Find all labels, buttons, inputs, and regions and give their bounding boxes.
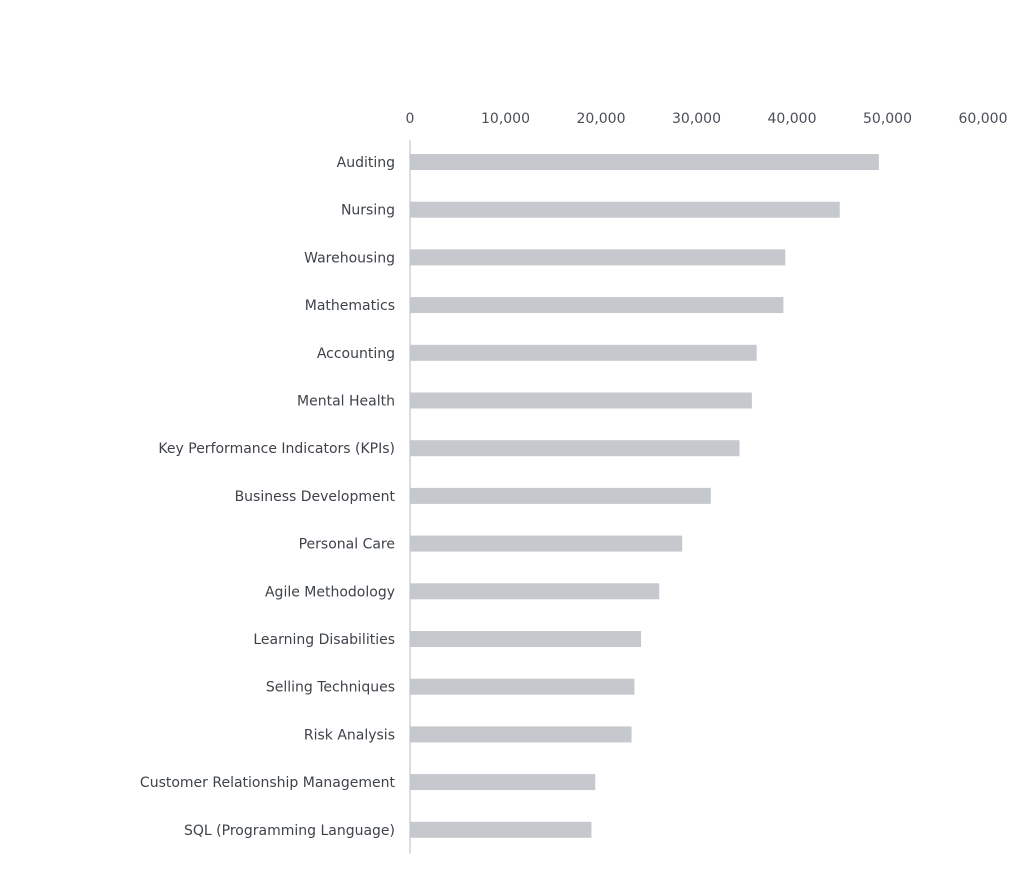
category-label: Key Performance Indicators (KPIs): [158, 441, 395, 457]
bar: [410, 583, 660, 600]
bar: [410, 297, 784, 314]
category-label: Selling Techniques: [266, 680, 395, 696]
x-tick-label: 0: [406, 111, 415, 127]
bar: [410, 392, 752, 409]
category-label: Personal Care: [299, 537, 395, 553]
bar: [410, 535, 683, 552]
x-tick-label: 10,000: [481, 111, 530, 127]
bar: [410, 487, 711, 504]
x-tick-label: 20,000: [577, 111, 626, 127]
category-label: Nursing: [341, 203, 395, 219]
bar: [410, 201, 840, 218]
category-label: Mathematics: [305, 298, 395, 314]
bar: [410, 726, 632, 743]
category-label: Agile Methodology: [265, 584, 395, 600]
bar: [410, 344, 757, 361]
x-tick-label: 30,000: [672, 111, 721, 127]
x-tick-label: 60,000: [959, 111, 1008, 127]
bar: [410, 440, 740, 457]
bar: [410, 774, 596, 791]
x-tick-label: 40,000: [768, 111, 817, 127]
bar: [410, 154, 879, 170]
bar: [410, 678, 635, 695]
category-label: Business Development: [235, 489, 396, 505]
category-label: Risk Analysis: [304, 727, 395, 743]
bars: [410, 154, 879, 838]
category-label: Learning Disabilities: [253, 632, 395, 648]
category-label: Warehousing: [304, 250, 395, 266]
bar: [410, 249, 786, 266]
category-label: Accounting: [317, 346, 395, 362]
x-tick-label: 50,000: [863, 111, 912, 127]
category-label: Customer Relationship Management: [140, 775, 396, 791]
bar: [410, 821, 592, 838]
category-label: Auditing: [337, 155, 395, 171]
x-axis-ticks: 0 10,000 20,000 30,000 40,000 50,000 60,000: [406, 111, 1008, 127]
category-labels: Auditing Nursing Warehousing Mathematics Acc…: [140, 155, 396, 839]
category-label: SQL (Programming Language): [184, 823, 395, 839]
category-label: Mental Health: [297, 394, 395, 410]
bar: [410, 631, 642, 647]
